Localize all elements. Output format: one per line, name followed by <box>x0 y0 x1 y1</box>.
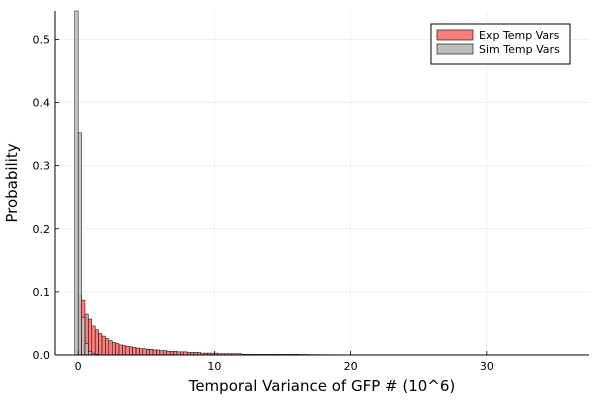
bar-sim <box>88 350 93 356</box>
x-tick-label: 20 <box>344 360 358 373</box>
bar-exp <box>125 345 130 356</box>
y-axis-label: Probability <box>3 143 21 222</box>
bar-exp <box>169 350 174 356</box>
bar-exp <box>146 349 150 356</box>
bar-exp <box>152 349 157 356</box>
bar-exp <box>159 350 164 356</box>
series-sim-temp-vars <box>74 10 99 356</box>
bar-exp <box>105 338 110 356</box>
legend-label-sim: Sim Temp Vars <box>479 43 560 56</box>
y-tick-label: 0.5 <box>33 33 51 46</box>
x-tick-label: 0 <box>75 360 82 373</box>
bar-exp <box>122 345 127 356</box>
y-tick-label: 0.0 <box>33 349 51 362</box>
bar-exp <box>101 335 106 356</box>
y-tick-label: 0.2 <box>33 223 51 236</box>
bar-sim <box>77 132 82 356</box>
bar-exp <box>149 349 154 356</box>
legend-swatch-sim <box>436 43 474 55</box>
bar-exp <box>128 346 133 356</box>
bar-exp <box>135 347 140 356</box>
bar-exp <box>111 342 116 356</box>
bar-exp <box>132 347 137 356</box>
bar-exp <box>156 349 161 356</box>
y-tick-label: 0.4 <box>33 97 51 110</box>
bar-exp <box>98 333 103 356</box>
bar-sim <box>74 10 79 356</box>
bar-sim <box>81 316 86 356</box>
bar-exp <box>139 348 144 356</box>
legend-label-exp: Exp Temp Vars <box>479 29 560 42</box>
bar-exp <box>94 329 99 356</box>
y-tick-label: 0.1 <box>33 286 51 299</box>
bar-exp <box>115 343 120 356</box>
x-axis-label: Temporal Variance of GFP # (10^6) <box>188 377 456 395</box>
x-tick-label: 30 <box>480 360 494 373</box>
bar-exp <box>118 344 123 356</box>
bar-sim <box>84 343 89 356</box>
bar-exp <box>142 348 147 356</box>
bar-exp <box>88 318 93 356</box>
bar-exp <box>166 350 171 356</box>
bar-exp <box>108 340 113 356</box>
tick-labels: 0 10 20 30 0.0 0.1 0.2 0.3 0.4 0.5 <box>33 33 494 373</box>
legend: Exp Temp Vars Sim Temp Vars <box>430 23 571 65</box>
legend-swatch-exp <box>436 29 474 41</box>
bar-exp <box>91 325 96 356</box>
axes <box>54 11 589 356</box>
bar-exp <box>173 350 178 356</box>
x-tick-label: 10 <box>207 360 221 373</box>
y-tick-label: 0.3 <box>33 160 51 173</box>
bar-exp <box>163 350 167 356</box>
